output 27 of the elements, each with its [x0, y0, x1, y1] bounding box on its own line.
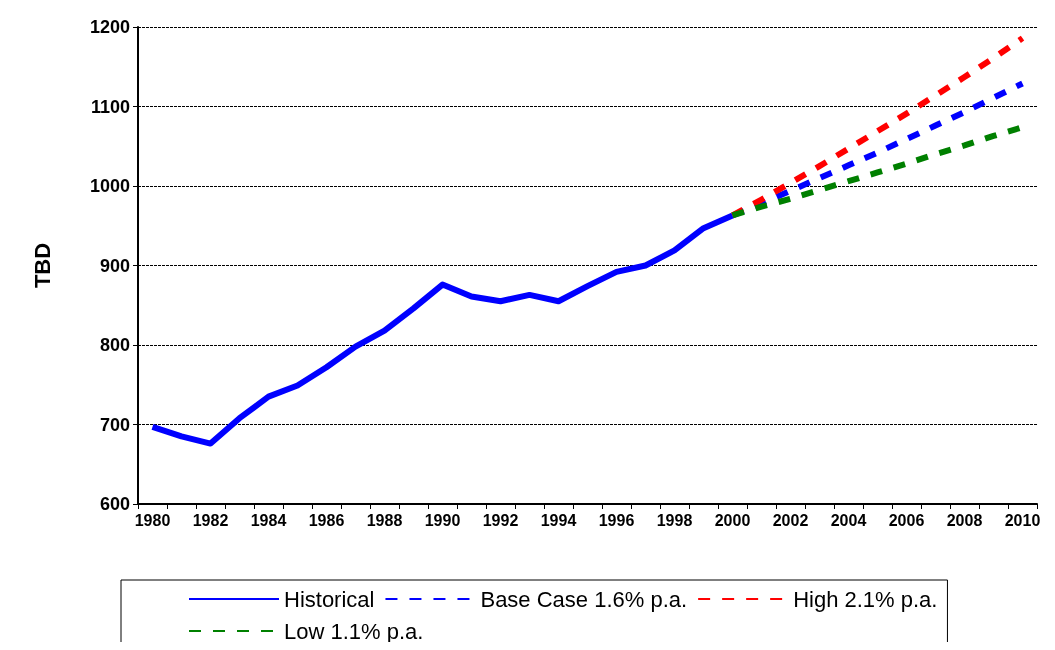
- x-tick-label: 1984: [250, 511, 287, 529]
- x-tick-label: 1988: [366, 511, 403, 529]
- x-tick-label: 1982: [192, 511, 229, 529]
- x-tick-label: 1980: [134, 511, 171, 529]
- x-tick-label: 1996: [598, 511, 635, 529]
- y-axis-title: TBD: [29, 242, 55, 289]
- y-tick-label: 600: [99, 494, 130, 514]
- x-tick-label: 1998: [656, 511, 693, 529]
- y-tick-label: 900: [99, 255, 130, 276]
- x-tick-label: 2008: [946, 511, 983, 529]
- y-tick-label: 1200: [89, 17, 130, 37]
- y-tick-label: 800: [99, 335, 130, 355]
- legend-label: Base Case 1.6% p.a.: [480, 586, 688, 612]
- x-tick-label: 1994: [540, 511, 577, 529]
- x-tick-label: 1986: [308, 511, 345, 529]
- x-tick-label: 2010: [1004, 511, 1041, 529]
- legend-label: High 2.1% p.a.: [793, 586, 938, 612]
- x-tick-label: 2000: [714, 511, 751, 529]
- x-tick-label: 2002: [772, 511, 809, 529]
- x-tick-label: 2004: [830, 511, 867, 529]
- y-tick-label: 1100: [90, 96, 130, 117]
- x-tick-label: 2006: [888, 511, 925, 529]
- y-tick-label: 1000: [89, 176, 130, 196]
- y-tick-label: 700: [99, 414, 130, 435]
- legend-label: Historical: [284, 586, 375, 612]
- x-tick-label: 1992: [482, 511, 519, 529]
- x-tick-label: 1990: [424, 511, 461, 529]
